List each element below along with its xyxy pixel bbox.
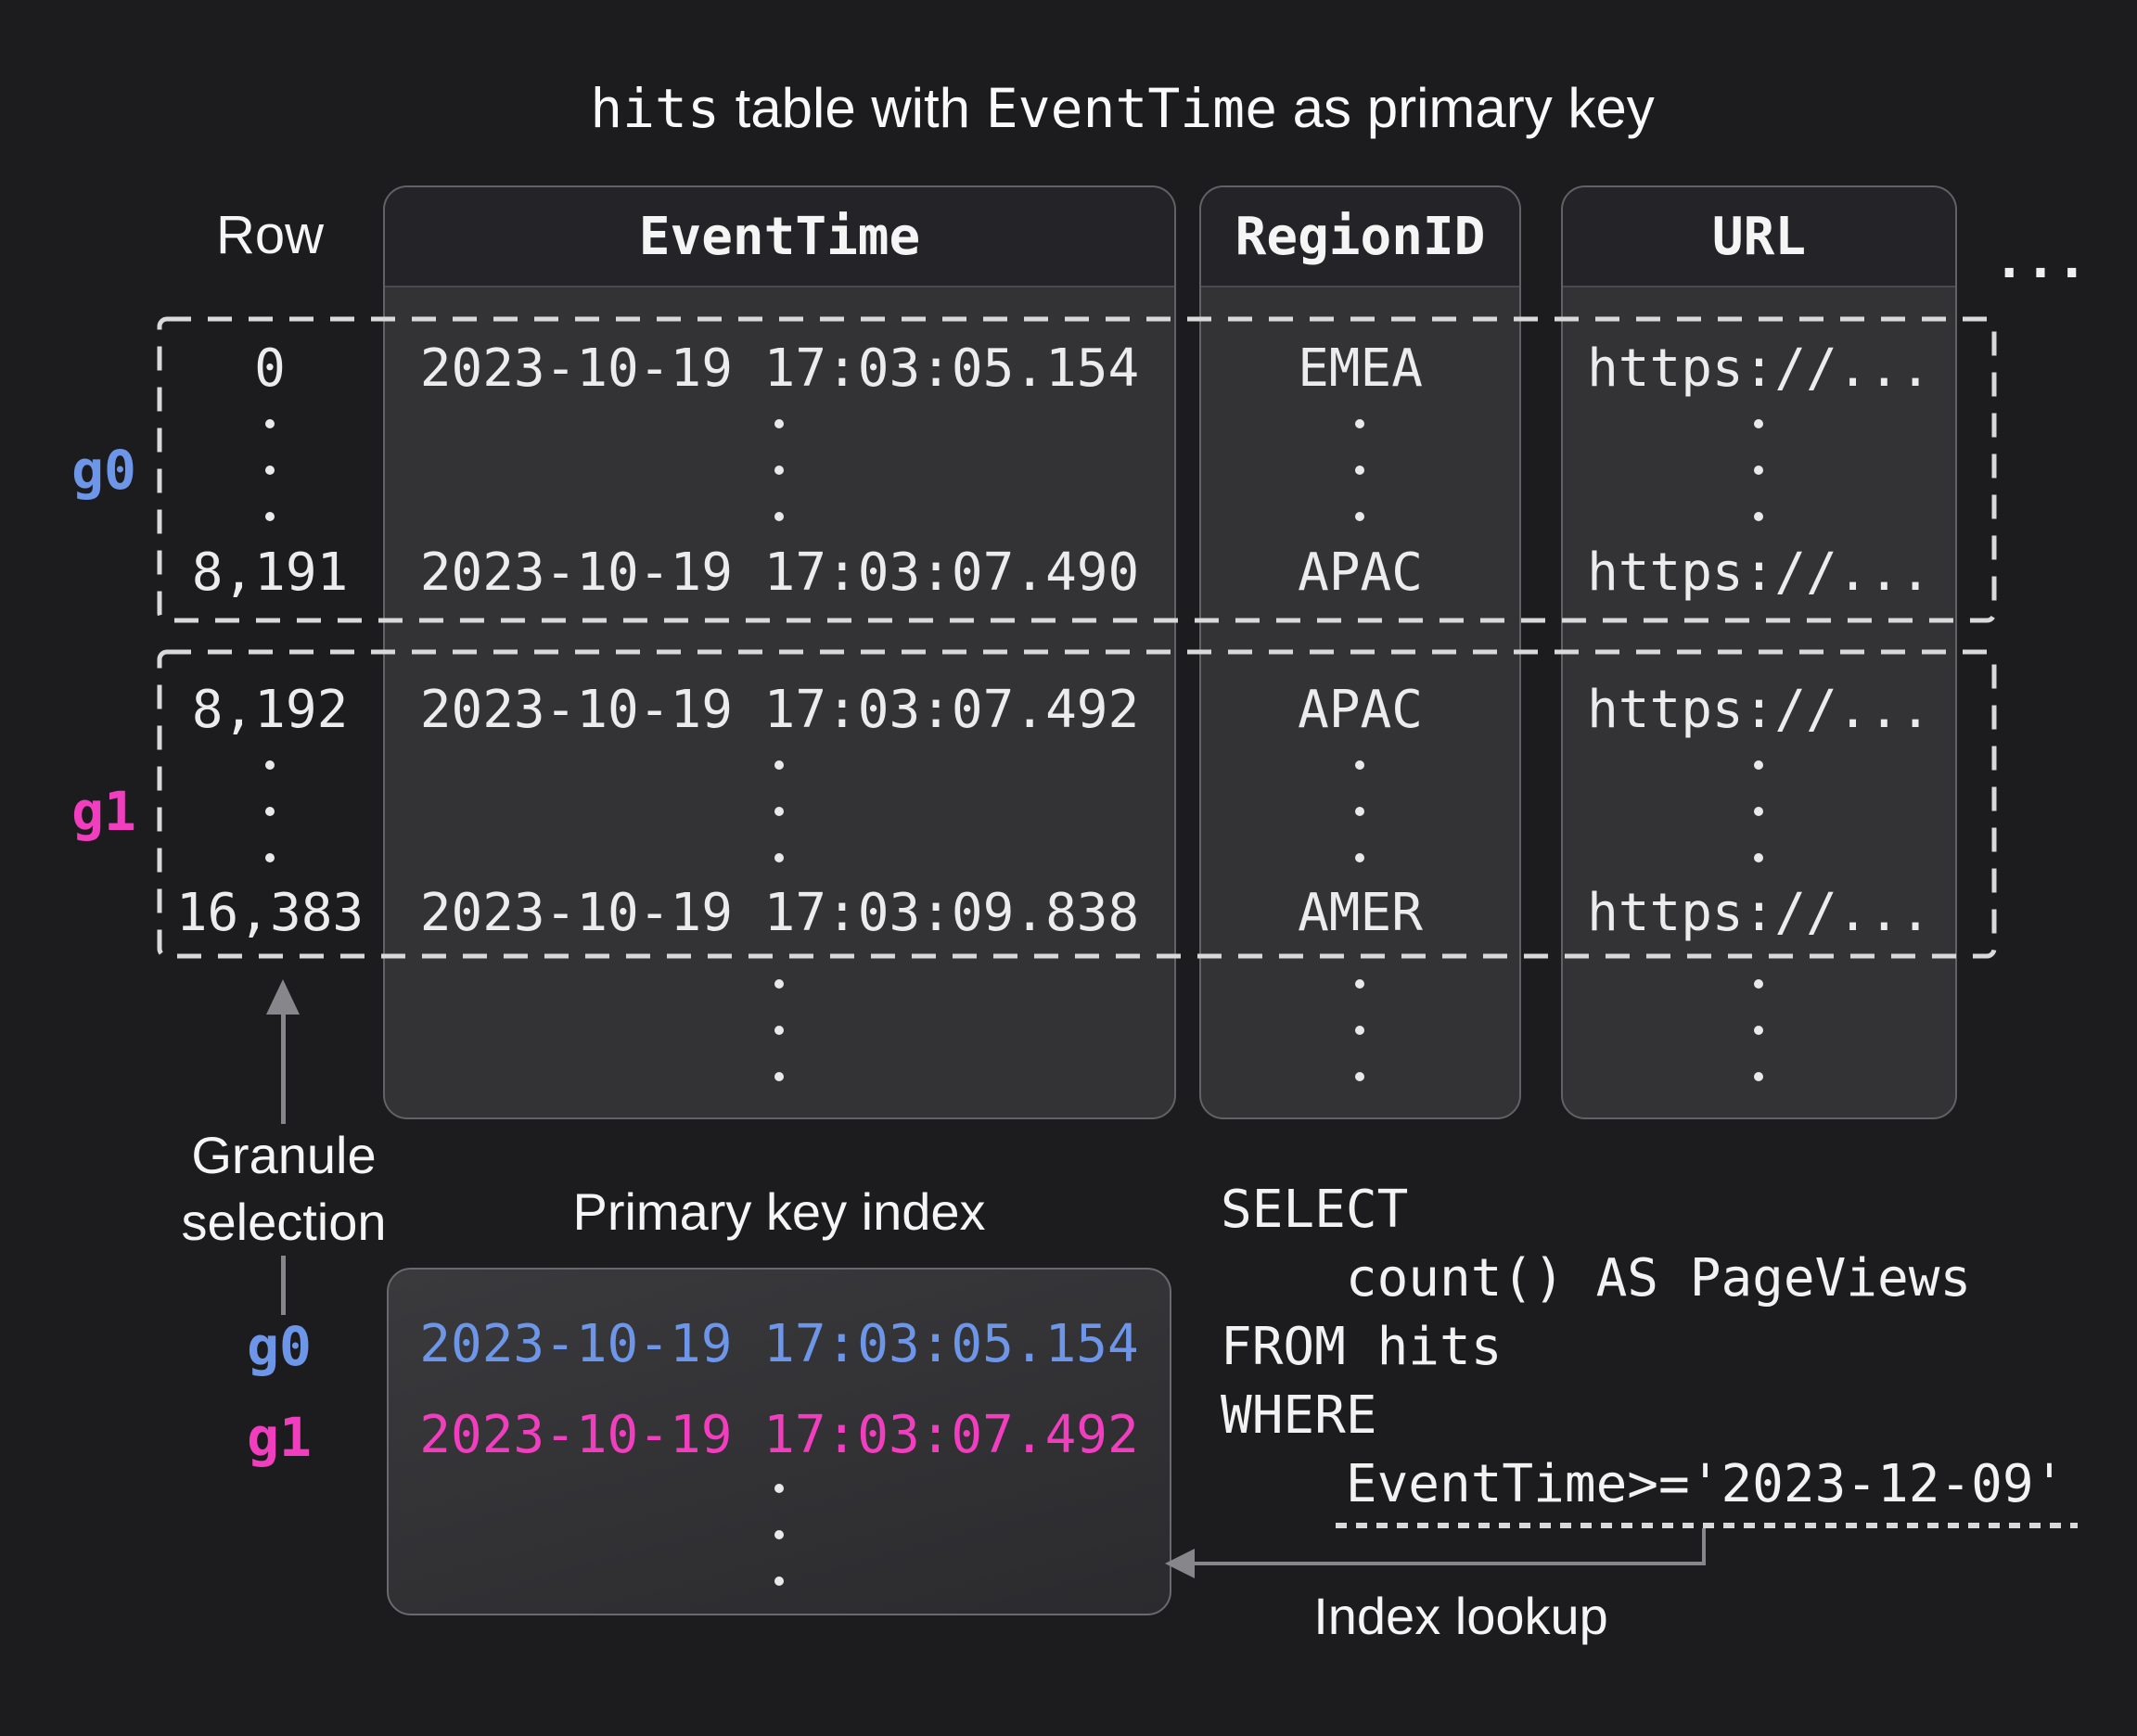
vertical-ellipsis (774, 1484, 785, 1586)
cell-row-number: 8,192 (191, 680, 349, 740)
index-lookup-arrow-line (1195, 1562, 1706, 1565)
cell-eventtime: 2023-10-19 17:03:07.492 (419, 680, 1140, 740)
where-clause-dotted-underline (1336, 1523, 2078, 1528)
cell-row-number: 0 (254, 338, 286, 399)
title-code-eventtime: EventTime (985, 77, 1278, 140)
cell-url: https://... (1587, 338, 1931, 399)
granule-selection-label: Granule selection (80, 1122, 488, 1256)
cell-url: https://... (1587, 680, 1931, 740)
sql-where-keyword: WHERE (1221, 1385, 1377, 1446)
pk-entry-g0: 2023-10-19 17:03:05.154 (419, 1314, 1139, 1374)
title-text-2: as primary key (1277, 77, 1655, 139)
cell-regionid: APAC (1298, 680, 1423, 740)
granule-selection-label-line2: selection (181, 1193, 387, 1251)
column-header-url: URL (1563, 187, 1955, 287)
more-columns-ellipsis: ... (1993, 230, 2088, 290)
cell-eventtime: 2023-10-19 17:03:05.154 (419, 338, 1140, 399)
vertical-ellipsis (1753, 760, 1764, 862)
cell-row-number: 16,383 (175, 883, 365, 943)
vertical-ellipsis (1753, 979, 1764, 1081)
granule-selection-arrow-line (281, 1256, 286, 1315)
cell-eventtime: 2023-10-19 17:03:07.490 (419, 542, 1140, 603)
index-lookup-arrowhead (1165, 1549, 1195, 1578)
cell-regionid: APAC (1298, 542, 1423, 603)
column-header-eventtime: EventTime (385, 187, 1174, 287)
granule-label-g1: g1 (71, 780, 136, 843)
cell-regionid: EMEA (1298, 338, 1423, 399)
sql-from-line: FROM hits (1221, 1317, 1503, 1377)
vertical-ellipsis (264, 419, 275, 521)
row-column-header: Row (215, 204, 325, 265)
granule-selection-arrow-line (281, 1015, 286, 1124)
sql-query: SELECT count() AS PageViews FROM hits WH… (1221, 1176, 2065, 1519)
primary-key-index-heading: Primary key index (572, 1182, 986, 1241)
index-lookup-label: Index lookup (1313, 1587, 1608, 1645)
cell-regionid: AMER (1298, 883, 1423, 943)
vertical-ellipsis (774, 419, 785, 521)
vertical-ellipsis (264, 760, 275, 862)
vertical-ellipsis (774, 979, 785, 1081)
pk-granule-label-g0: g0 (247, 1315, 312, 1378)
vertical-ellipsis (774, 760, 785, 862)
title-code-hits: hits (590, 77, 720, 140)
sql-select-keyword: SELECT (1221, 1180, 1409, 1240)
cell-url: https://... (1587, 542, 1931, 603)
granule-selection-label-line1: Granule (191, 1126, 377, 1184)
cell-eventtime: 2023-10-19 17:03:09.838 (419, 883, 1140, 943)
granule-label-g0: g0 (71, 439, 136, 502)
vertical-ellipsis (1354, 419, 1365, 521)
pk-granule-label-g1: g1 (247, 1406, 312, 1469)
vertical-ellipsis (1354, 979, 1365, 1081)
diagram-title: hits table with EventTime as primary key (519, 74, 1725, 143)
vertical-ellipsis (1753, 419, 1764, 521)
pk-entry-g1: 2023-10-19 17:03:07.492 (419, 1405, 1139, 1465)
vertical-ellipsis (1354, 760, 1365, 862)
column-header-regionid: RegionID (1201, 187, 1519, 287)
sql-where-condition: EventTime>='2023-12-09' (1221, 1454, 2066, 1514)
sql-count-line: count() AS PageViews (1221, 1248, 1972, 1308)
cell-url: https://... (1587, 883, 1931, 943)
primary-key-index-box (387, 1268, 1171, 1615)
index-lookup-arrow-line (1702, 1528, 1706, 1564)
cell-row-number: 8,191 (191, 542, 349, 603)
title-text-1: table with (719, 77, 986, 139)
granule-selection-arrowhead (266, 979, 300, 1015)
